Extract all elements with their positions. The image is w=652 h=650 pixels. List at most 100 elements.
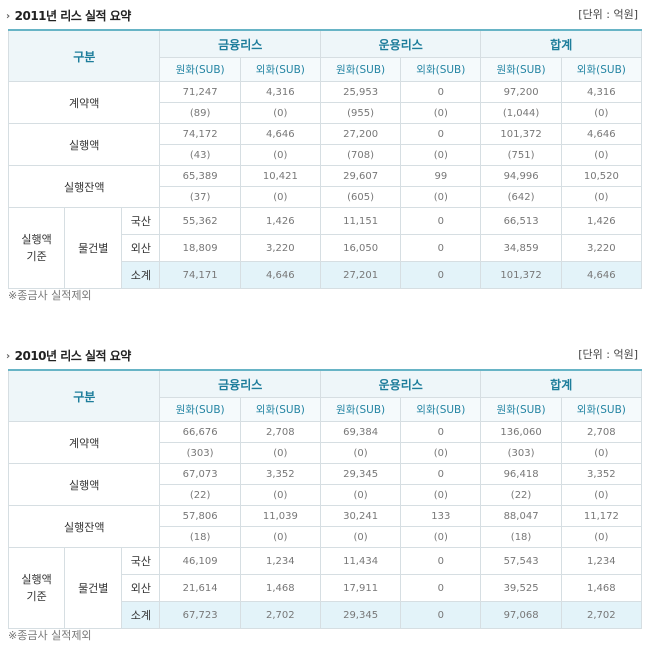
value-cell: 27,201 bbox=[319, 261, 402, 289]
group-header: 금융리스 bbox=[159, 369, 321, 398]
sub-value-cell: (0) bbox=[400, 144, 482, 166]
value-cell: 0 bbox=[400, 234, 482, 262]
value-cell: 25,953 bbox=[319, 81, 402, 103]
unit-label: [단위 : 억원] bbox=[578, 348, 638, 361]
table-row: 계약액 71,247 4,316 25,953 0 97,200 4,316 bbox=[7, 81, 643, 124]
value-cell: 3,220 bbox=[560, 234, 643, 262]
sub-value-cell: (0) bbox=[560, 102, 643, 124]
sub-value-cell: (18) bbox=[159, 526, 241, 548]
sub-value-cell: (0) bbox=[239, 526, 321, 548]
value-cell: 30,241 bbox=[319, 505, 402, 527]
value-cell: 18,809 bbox=[159, 234, 241, 262]
subcolumn-header: 외화(SUB) bbox=[560, 397, 643, 422]
basis-label-line: 실행액 bbox=[21, 233, 52, 246]
subcolumn-header: 원화(SUB) bbox=[480, 397, 562, 422]
gubun-header: 구분 bbox=[7, 369, 161, 422]
value-cell: 99 bbox=[400, 165, 482, 187]
value-cell: 16,050 bbox=[319, 234, 402, 262]
table-row-sub: (303) (0) (0) (0) (303) (0) bbox=[9, 442, 643, 464]
value-cell: 4,646 bbox=[560, 261, 643, 289]
value-cell: 101,372 bbox=[480, 123, 562, 145]
value-cell: 2,708 bbox=[560, 421, 643, 443]
basis-item-label: 소계 bbox=[121, 601, 161, 629]
value-cell: 11,434 bbox=[319, 547, 402, 575]
table-row: 실행액 기준 물건별 국산 55,362 1,426 11,151 0 66,513 1,426 bbox=[7, 207, 643, 289]
section-title: › 2010년 리스 실적 요약 bbox=[6, 347, 131, 364]
section-title: › 2011년 리스 실적 요약 bbox=[6, 7, 131, 24]
basis-item-label: 국산 bbox=[121, 207, 161, 235]
footnote: ※종금사 실적제외 bbox=[8, 629, 92, 642]
unit-label: [단위 : 억원] bbox=[578, 8, 638, 21]
subcolumn-header: 원화(SUB) bbox=[480, 57, 562, 82]
lease-summary-table: 구분 금융리스 운용리스 합계 원화(SUB) 외화(SUB) 원화(SUB) 외화(SUB)… bbox=[7, 29, 643, 289]
sub-value-cell: (0) bbox=[560, 442, 643, 464]
sub-value-cell: (751) bbox=[480, 144, 562, 166]
sub-value-cell: (0) bbox=[560, 526, 643, 548]
value-cell: 66,676 bbox=[159, 421, 241, 443]
value-cell: 1,468 bbox=[239, 574, 321, 602]
lease-summary-2011: › 2011년 리스 실적 요약 [단위 : 억원] 구분 금융리스 운용리스 합계 원화(S… bbox=[0, 0, 652, 302]
value-cell: 0 bbox=[400, 421, 482, 443]
table-row: 계약액 66,676 2,708 69,384 0 136,060 2,708 bbox=[7, 421, 643, 464]
value-cell: 27,200 bbox=[319, 123, 402, 145]
subcolumn-header: 원화(SUB) bbox=[319, 397, 402, 422]
value-cell: 17,911 bbox=[319, 574, 402, 602]
subcolumn-header: 원화(SUB) bbox=[319, 57, 402, 82]
section-header: › 2011년 리스 실적 요약 [단위 : 억원] bbox=[0, 0, 652, 28]
row-label: 실행잔액 bbox=[7, 505, 161, 548]
value-cell: 65,389 bbox=[159, 165, 241, 187]
subcolumn-header: 외화(SUB) bbox=[239, 397, 321, 422]
value-cell: 3,352 bbox=[560, 463, 643, 485]
section-header: › 2010년 리스 실적 요약 [단위 : 억원] bbox=[0, 340, 652, 368]
value-cell: 97,200 bbox=[480, 81, 562, 103]
value-cell: 4,646 bbox=[239, 261, 321, 289]
section-title-text: 2011년 리스 실적 요약 bbox=[14, 9, 132, 23]
sub-value-cell: (0) bbox=[560, 186, 643, 208]
sub-value-cell: (0) bbox=[400, 442, 482, 464]
value-cell: 96,418 bbox=[480, 463, 562, 485]
value-cell: 1,234 bbox=[239, 547, 321, 575]
gubun-header: 구분 bbox=[7, 29, 161, 82]
value-cell: 0 bbox=[400, 463, 482, 485]
sub-value-cell: (0) bbox=[319, 484, 402, 506]
lease-summary-2010: › 2010년 리스 실적 요약 [단위 : 억원] 구분 금융리스 운용리스 합계 원화(S… bbox=[0, 340, 652, 642]
basis-category: 물건별 bbox=[64, 207, 123, 289]
basis-item-label: 외산 bbox=[121, 574, 161, 602]
value-cell: 4,646 bbox=[560, 123, 643, 145]
table-row: 실행액 74,172 4,646 27,200 0 101,372 4,646 bbox=[7, 123, 643, 166]
value-cell: 57,806 bbox=[159, 505, 241, 527]
basis-label-line: 기준 bbox=[26, 250, 47, 263]
value-cell: 29,345 bbox=[319, 601, 402, 629]
value-cell: 4,646 bbox=[239, 123, 321, 145]
value-cell: 10,520 bbox=[560, 165, 643, 187]
value-cell: 97,068 bbox=[480, 601, 562, 629]
group-header: 합계 bbox=[480, 29, 642, 58]
value-cell: 2,702 bbox=[239, 601, 321, 629]
table-row: 외산 21,614 1,468 17,911 0 39,525 1,468 bbox=[9, 574, 643, 602]
value-cell: 4,316 bbox=[239, 81, 321, 103]
sub-value-cell: (0) bbox=[239, 442, 321, 464]
value-cell: 4,316 bbox=[560, 81, 643, 103]
row-label: 실행액 bbox=[7, 123, 161, 166]
value-cell: 3,352 bbox=[239, 463, 321, 485]
value-cell: 55,362 bbox=[159, 207, 241, 235]
value-cell: 101,372 bbox=[480, 261, 562, 289]
value-cell: 39,525 bbox=[480, 574, 562, 602]
value-cell: 94,996 bbox=[480, 165, 562, 187]
group-header: 합계 bbox=[480, 369, 642, 398]
value-cell: 2,708 bbox=[239, 421, 321, 443]
sub-value-cell: (0) bbox=[239, 102, 321, 124]
table-row: 실행액 67,073 3,352 29,345 0 96,418 3,352 bbox=[7, 463, 643, 506]
sub-value-cell: (1,044) bbox=[480, 102, 562, 124]
value-cell: 0 bbox=[400, 601, 482, 629]
subtotal-row: 소계 67,723 2,702 29,345 0 97,068 2,702 bbox=[9, 601, 643, 629]
sub-value-cell: (0) bbox=[239, 186, 321, 208]
section-title-text: 2010년 리스 실적 요약 bbox=[14, 349, 132, 363]
subcolumn-header: 원화(SUB) bbox=[159, 397, 241, 422]
row-label: 계약액 bbox=[7, 81, 161, 124]
table-row-sub: (22) (0) (0) (0) (22) (0) bbox=[9, 484, 643, 506]
value-cell: 11,039 bbox=[239, 505, 321, 527]
table-row: 실행잔액 65,389 10,421 29,607 99 94,996 10,520 bbox=[7, 165, 643, 208]
sub-value-cell: (0) bbox=[400, 186, 482, 208]
value-cell: 0 bbox=[400, 261, 482, 289]
